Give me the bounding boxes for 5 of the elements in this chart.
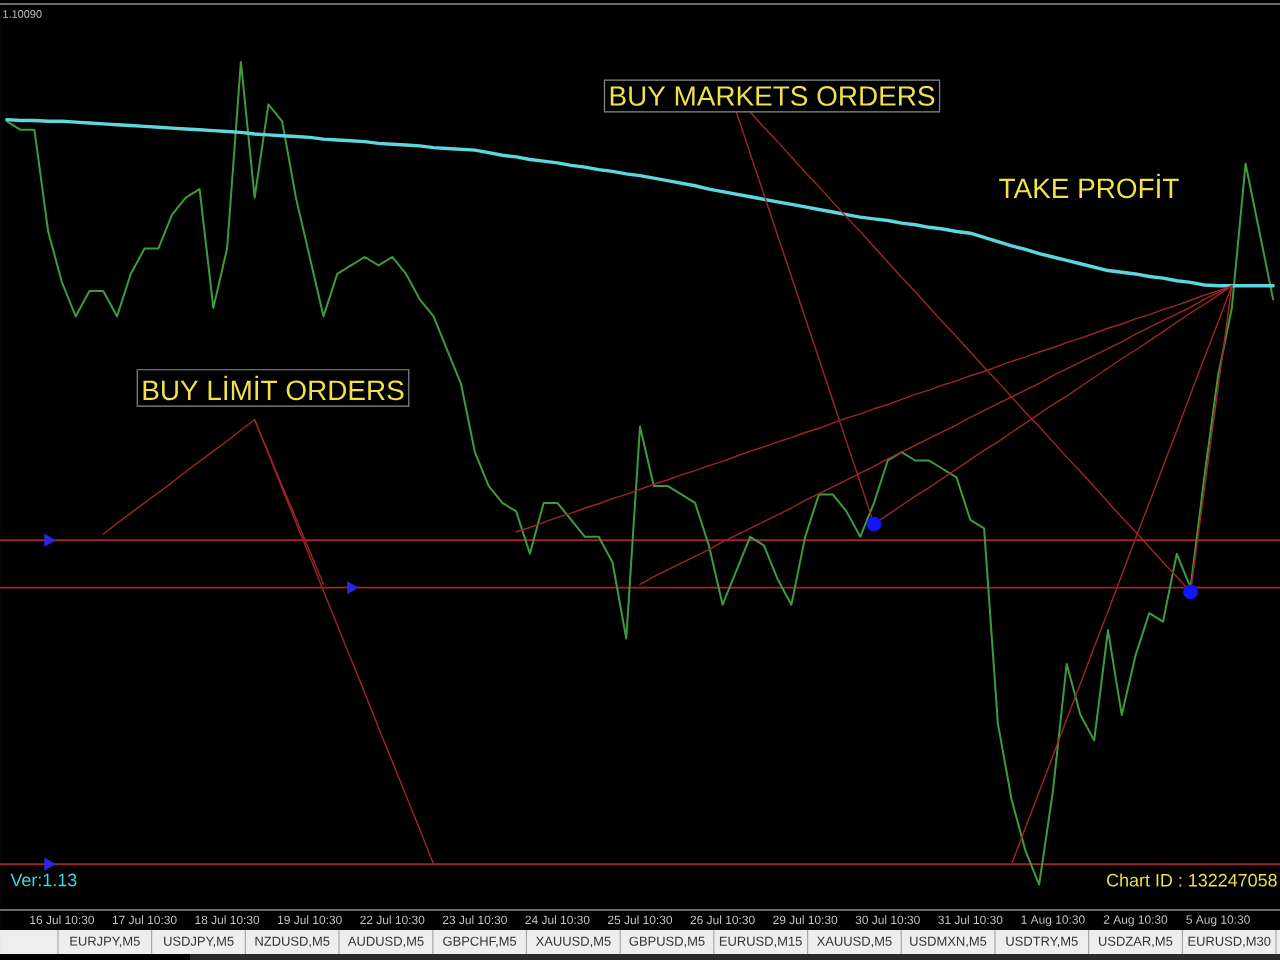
- annotation: TAKE PROFİT: [999, 173, 1179, 199]
- annotation: BUY MARKETS ORDERS: [610, 86, 935, 106]
- annotation: Ver:1.13: [10, 873, 77, 887]
- annotation: BUY LİMİT ORDERS: [143, 375, 404, 401]
- annotation: Chart ID : 132247058: [1107, 873, 1277, 887]
